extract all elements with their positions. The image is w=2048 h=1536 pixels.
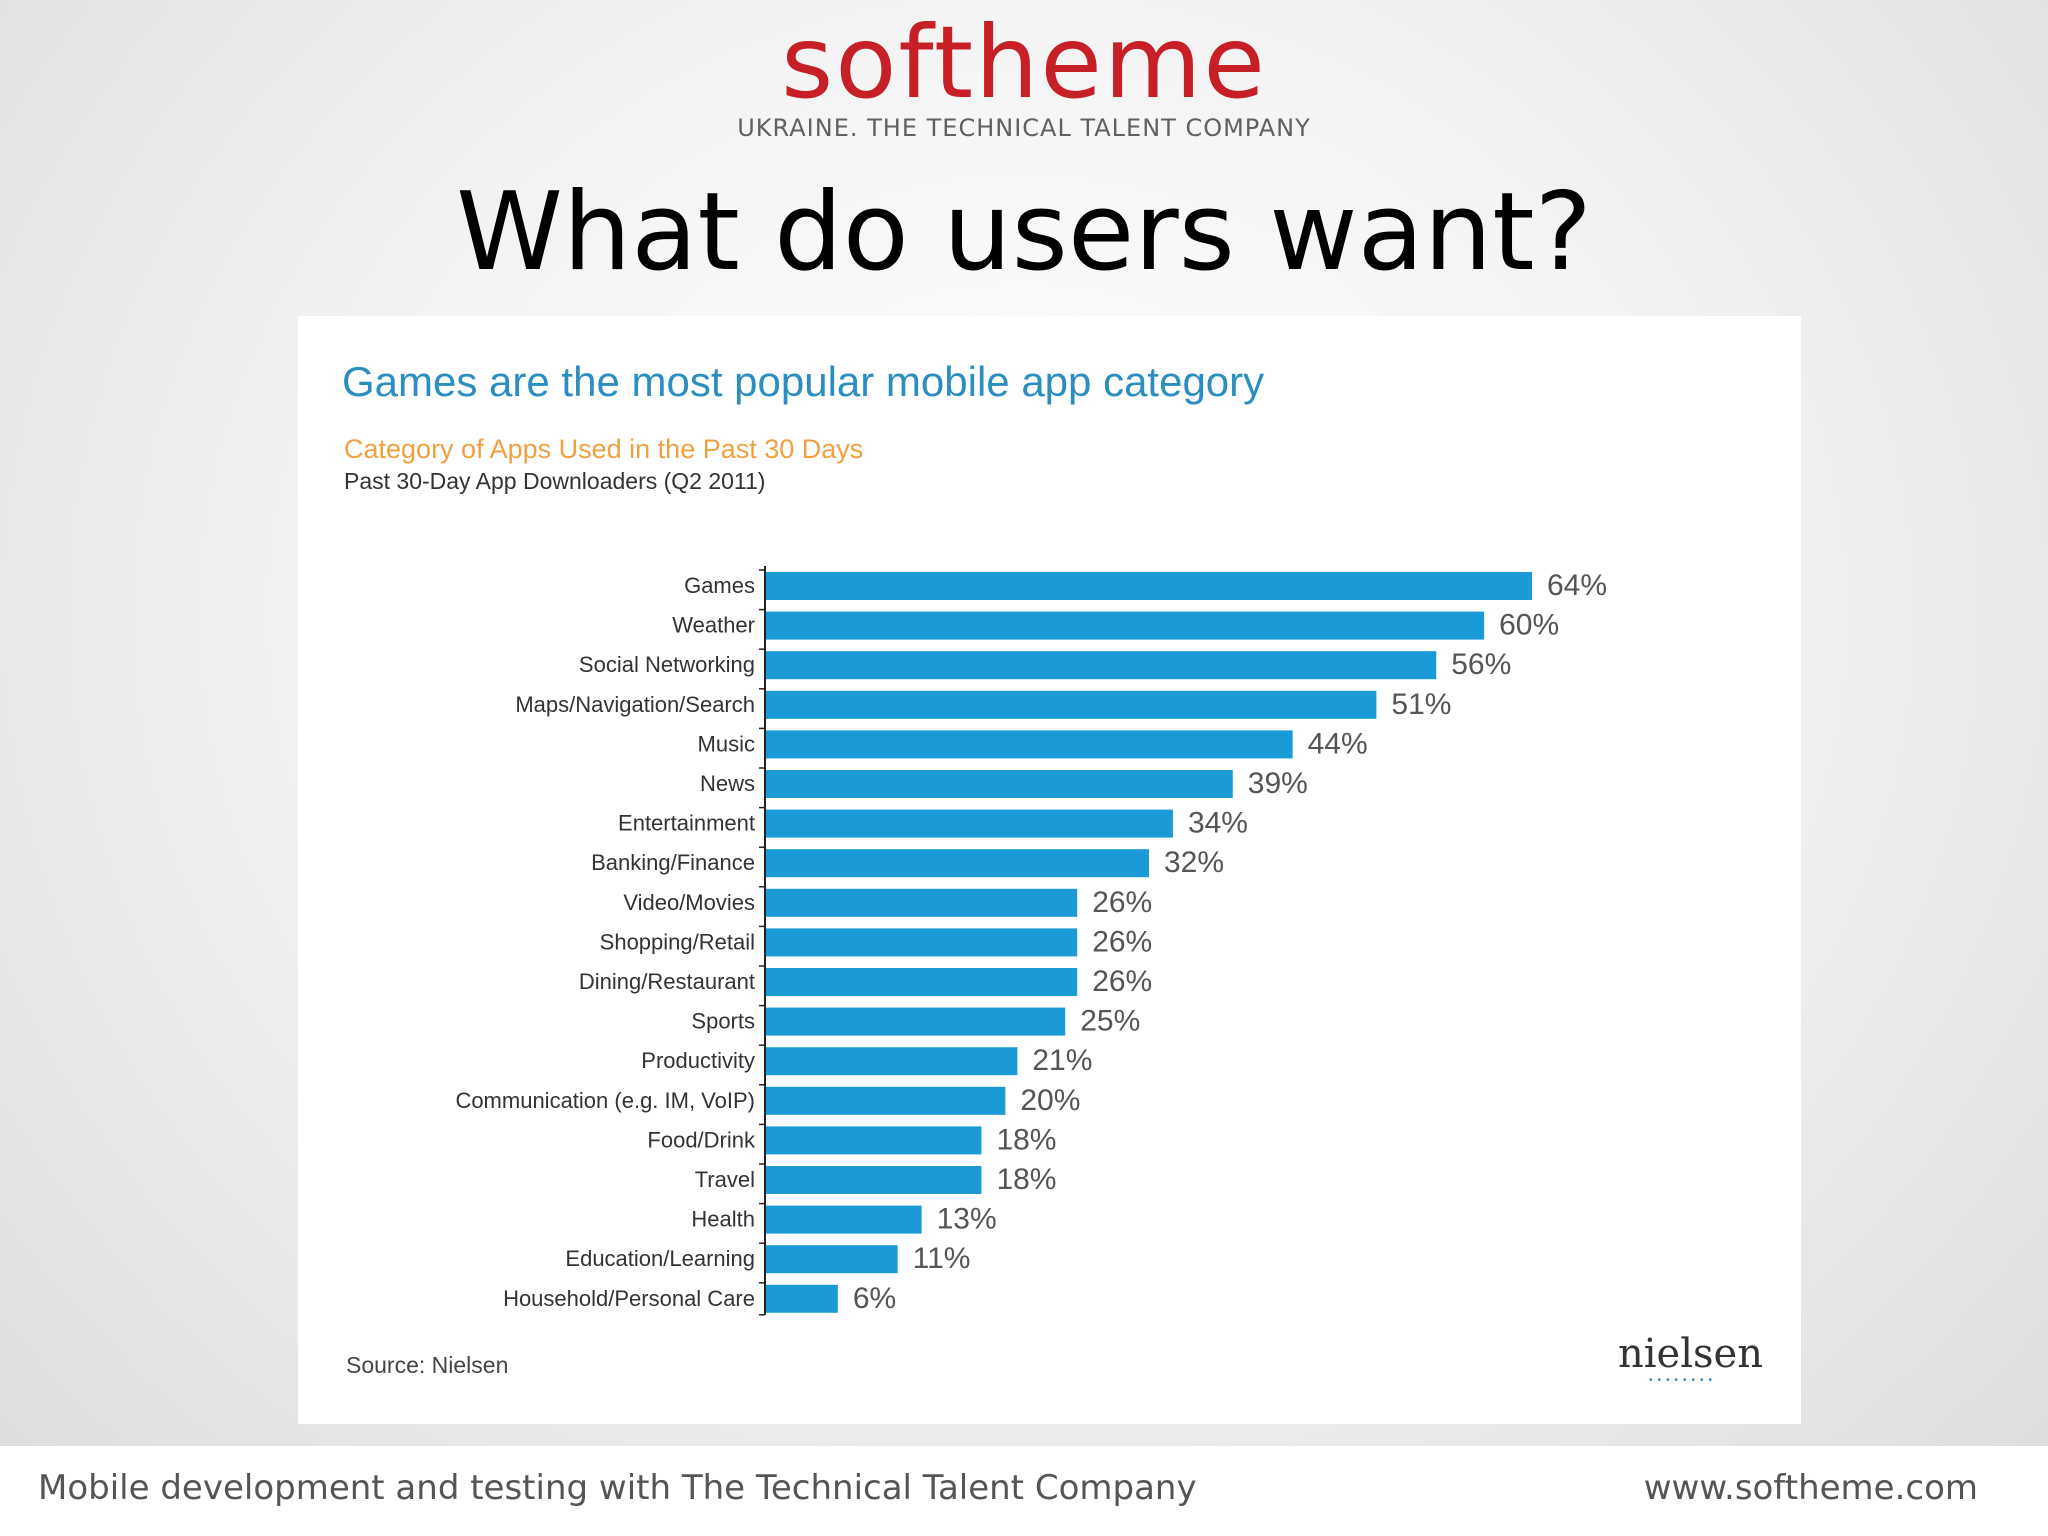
bar-14: [766, 1126, 982, 1155]
value-label: 6%: [853, 1282, 896, 1315]
value-label: 11%: [913, 1242, 971, 1275]
category-label: Household/Personal Care: [503, 1286, 755, 1311]
category-label: Travel: [695, 1167, 755, 1192]
bar-16: [766, 1205, 922, 1234]
nielsen-wordmark: nielsen: [1618, 1331, 1763, 1377]
footer-caption: Mobile development and testing with The …: [38, 1468, 1197, 1508]
bar-11: [766, 1007, 1066, 1036]
bar-chart: Games 64% Weather 60% Social Networking 56% Ma…: [455, 566, 1607, 1316]
value-label: 26%: [1092, 965, 1152, 998]
logo-tagline: UKRAINE. THE TECHNICAL TALENT COMPANY: [737, 114, 1311, 142]
category-label: Maps/Navigation/Search: [515, 692, 755, 717]
category-label: Weather: [672, 613, 755, 638]
bar-8: [766, 888, 1078, 917]
bar-2: [766, 651, 1437, 680]
value-label: 64%: [1547, 569, 1607, 602]
value-label: 56%: [1451, 648, 1511, 681]
value-label: 13%: [937, 1203, 997, 1236]
bar-7: [766, 849, 1149, 878]
category-label: Social Networking: [579, 652, 755, 677]
category-label: Video/Movies: [623, 890, 755, 915]
bar-18: [766, 1284, 838, 1313]
category-label: Health: [691, 1207, 755, 1232]
footer: Mobile development and testing with The …: [0, 1446, 2048, 1536]
value-label: 34%: [1188, 807, 1248, 840]
value-label: 44%: [1308, 727, 1368, 760]
category-label: News: [700, 771, 755, 796]
chart-title: Games are the most popular mobile app ca…: [342, 358, 1265, 405]
category-label: Shopping/Retail: [600, 929, 755, 954]
value-label: 21%: [1032, 1044, 1092, 1077]
value-label: 60%: [1499, 609, 1559, 642]
value-label: 20%: [1020, 1084, 1080, 1117]
bar-17: [766, 1245, 898, 1274]
bar-1: [766, 611, 1485, 640]
category-label: Sports: [691, 1009, 755, 1034]
value-label: 32%: [1164, 846, 1224, 879]
nielsen-dots-icon: ••••••••: [1648, 1375, 1717, 1386]
nielsen-logo: nielsen ••••••••: [1618, 1331, 1763, 1386]
value-label: 25%: [1080, 1005, 1140, 1038]
bar-5: [766, 770, 1233, 798]
category-label: Food/Drink: [647, 1127, 756, 1152]
category-label: Entertainment: [618, 811, 755, 836]
bar-12: [766, 1047, 1018, 1076]
category-label: Banking/Finance: [591, 850, 755, 875]
value-label: 26%: [1092, 925, 1152, 958]
chart-source: Source: Nielsen: [346, 1352, 509, 1378]
bar-15: [766, 1166, 982, 1194]
category-label: Games: [684, 573, 755, 598]
brand-logo: softheme UKRAINE. THE TECHNICAL TALENT C…: [0, 4, 2048, 143]
value-label: 26%: [1092, 886, 1152, 919]
logo-wordmark: softheme: [781, 4, 1267, 121]
category-label: Productivity: [641, 1048, 755, 1073]
value-label: 51%: [1391, 688, 1451, 721]
bar-6: [766, 809, 1173, 838]
footer-website: www.softheme.com: [1643, 1468, 1978, 1508]
category-label: Education/Learning: [565, 1246, 755, 1271]
category-label: Communication (e.g. IM, VoIP): [455, 1088, 755, 1113]
bar-3: [766, 690, 1377, 719]
value-label: 18%: [996, 1123, 1056, 1156]
chart-subtitle: Category of Apps Used in the Past 30 Day…: [344, 434, 864, 464]
category-label: Music: [698, 731, 755, 756]
slide-title: What do users want?: [456, 170, 1592, 295]
category-label: Dining/Restaurant: [579, 969, 755, 994]
value-label: 18%: [996, 1163, 1056, 1196]
value-label: 39%: [1248, 767, 1308, 800]
bar-13: [766, 1086, 1006, 1115]
bar-4: [766, 730, 1293, 759]
chart-card: Games are the most popular mobile app ca…: [298, 316, 1801, 1424]
bar-0: [766, 572, 1532, 600]
chart-note: Past 30-Day App Downloaders (Q2 2011): [344, 468, 766, 494]
bar-10: [766, 968, 1078, 996]
bar-9: [766, 928, 1078, 957]
